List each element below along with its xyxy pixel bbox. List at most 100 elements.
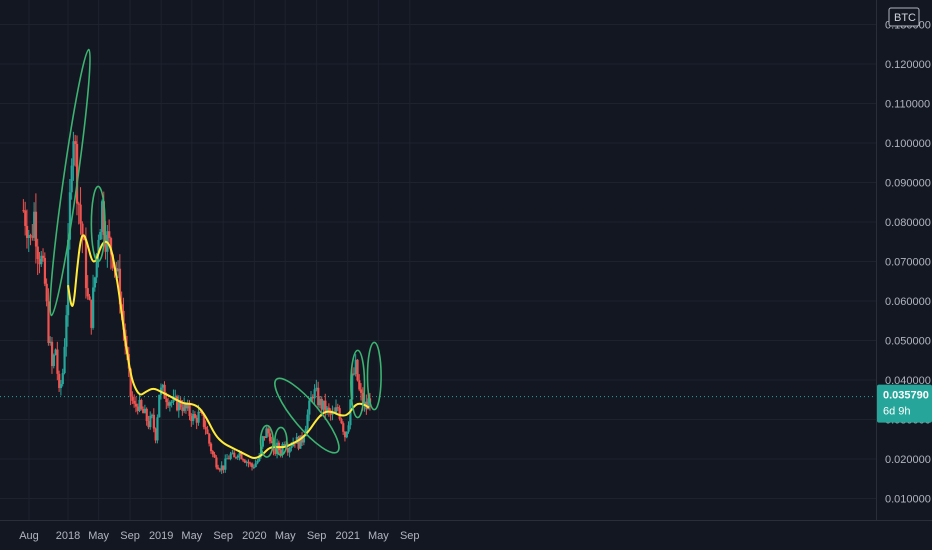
time-tick-label: 2019 bbox=[149, 530, 173, 542]
candle-down bbox=[181, 407, 184, 412]
candle-up bbox=[315, 387, 318, 390]
time-tick-label: 2021 bbox=[336, 530, 360, 542]
candle-up bbox=[95, 253, 98, 278]
candle-down bbox=[240, 452, 243, 460]
candle-down bbox=[133, 400, 136, 404]
candle-up bbox=[236, 455, 239, 458]
candle-up bbox=[302, 436, 306, 443]
candle-up bbox=[149, 415, 152, 428]
price-tick-label: 0.050000 bbox=[885, 336, 931, 348]
candle-down bbox=[25, 225, 29, 238]
candle-down bbox=[45, 283, 48, 302]
candle-up bbox=[288, 447, 291, 453]
candle-countdown: 6d 9h bbox=[883, 406, 911, 418]
candle-down bbox=[115, 268, 118, 272]
candle-down bbox=[324, 400, 327, 413]
currency-badge-frame bbox=[888, 7, 920, 27]
candle-up bbox=[318, 398, 322, 406]
candle-down bbox=[204, 426, 207, 430]
time-tick-label: Sep bbox=[213, 530, 233, 542]
candle-up bbox=[252, 467, 256, 469]
candle-up bbox=[367, 398, 370, 410]
candle-down bbox=[147, 421, 150, 428]
candle-down bbox=[218, 469, 222, 471]
candle-down bbox=[190, 416, 193, 422]
candle-down bbox=[83, 238, 86, 241]
candle-up bbox=[309, 396, 313, 401]
candle-up bbox=[49, 341, 52, 343]
candle-up bbox=[231, 452, 234, 454]
currency-badge[interactable]: BTC bbox=[888, 7, 920, 27]
candle-up bbox=[72, 141, 75, 166]
annotation-ellipse bbox=[274, 426, 288, 456]
candle-down bbox=[211, 451, 214, 455]
candle-down bbox=[50, 341, 54, 367]
candle-down bbox=[286, 447, 289, 453]
candle-up bbox=[256, 461, 259, 464]
candle-up bbox=[313, 389, 316, 399]
price-tick-label: 0.070000 bbox=[885, 257, 931, 269]
candle-up bbox=[192, 414, 195, 422]
candle-down bbox=[208, 433, 211, 444]
annotation-ellipse bbox=[259, 424, 274, 458]
candle-up bbox=[345, 431, 348, 438]
candle-down bbox=[227, 458, 231, 460]
annotation-ellipse bbox=[274, 377, 340, 454]
candle-down bbox=[263, 436, 266, 438]
time-axis[interactable]: Aug 2018 May Sep 2019 May Sep 2020 May Sep 2021 May… bbox=[19, 530, 419, 542]
candle-down bbox=[274, 450, 277, 454]
candle-up bbox=[220, 465, 223, 471]
candle-up bbox=[276, 442, 279, 454]
candle-down bbox=[184, 403, 188, 409]
grid-lines bbox=[0, 0, 876, 520]
candle-up bbox=[335, 407, 338, 413]
candle-down bbox=[75, 143, 79, 204]
candle-down bbox=[179, 400, 182, 408]
candle-up bbox=[177, 400, 181, 411]
candle-down bbox=[317, 387, 320, 406]
candle-up bbox=[143, 408, 147, 414]
candle-up bbox=[54, 349, 57, 355]
candle-down bbox=[84, 240, 88, 289]
candle-up bbox=[52, 354, 55, 367]
time-tick-label: May bbox=[368, 530, 389, 542]
candle-up bbox=[100, 201, 104, 233]
candle-down bbox=[29, 235, 32, 237]
candle-up bbox=[97, 239, 100, 254]
candle-down bbox=[163, 384, 166, 399]
candle-up bbox=[186, 404, 189, 409]
candle-up bbox=[99, 232, 102, 240]
candle-down bbox=[342, 423, 345, 432]
candle-down bbox=[136, 406, 139, 411]
candle-down bbox=[129, 368, 132, 397]
candle-up bbox=[197, 411, 200, 423]
candle-up bbox=[93, 277, 97, 288]
candle-up bbox=[259, 446, 263, 457]
candle-up bbox=[40, 255, 43, 265]
price-tick-label: 0.040000 bbox=[885, 375, 931, 387]
candle-up bbox=[59, 384, 63, 389]
candle-down bbox=[233, 452, 236, 458]
candle-up bbox=[347, 425, 350, 432]
candle-up bbox=[27, 235, 30, 238]
candle-down bbox=[340, 418, 343, 424]
price-tick-label: 0.120000 bbox=[885, 59, 931, 71]
candle-down bbox=[297, 436, 300, 449]
candle-up bbox=[174, 396, 177, 398]
time-tick-label: May bbox=[181, 530, 202, 542]
candle-down bbox=[86, 288, 89, 297]
candle-up bbox=[65, 315, 68, 347]
candle-down bbox=[38, 259, 41, 265]
candle-down bbox=[74, 141, 77, 144]
candle-up bbox=[63, 346, 66, 374]
time-tick-label: Sep bbox=[307, 530, 327, 542]
candle-up bbox=[67, 239, 70, 316]
candle-down bbox=[142, 408, 145, 414]
candle-up bbox=[283, 444, 286, 446]
annotation-ellipse bbox=[350, 349, 366, 419]
candle-up bbox=[292, 442, 295, 447]
candle-up bbox=[117, 268, 120, 272]
candle-up bbox=[161, 384, 164, 388]
